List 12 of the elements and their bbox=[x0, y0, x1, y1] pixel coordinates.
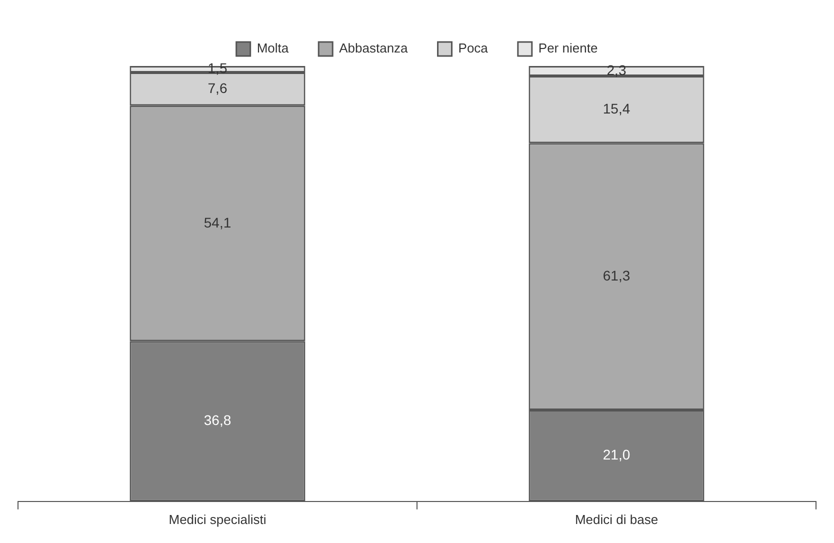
data-label: 7,6 bbox=[208, 80, 228, 96]
data-label: 36,8 bbox=[204, 412, 232, 428]
legend-label: Per niente bbox=[538, 40, 598, 56]
data-label: 15,4 bbox=[602, 100, 630, 116]
legend-label: Abbastanza bbox=[339, 40, 409, 56]
legend-label: Poca bbox=[458, 40, 489, 56]
data-label: 61,3 bbox=[602, 267, 630, 284]
x-tick-label: Medici di base bbox=[574, 512, 658, 527]
data-label: 21,0 bbox=[602, 446, 630, 463]
legend-label: Molta bbox=[256, 40, 290, 56]
data-label: 54,1 bbox=[204, 214, 232, 230]
x-tick-label: Medici specialisti bbox=[168, 512, 266, 527]
